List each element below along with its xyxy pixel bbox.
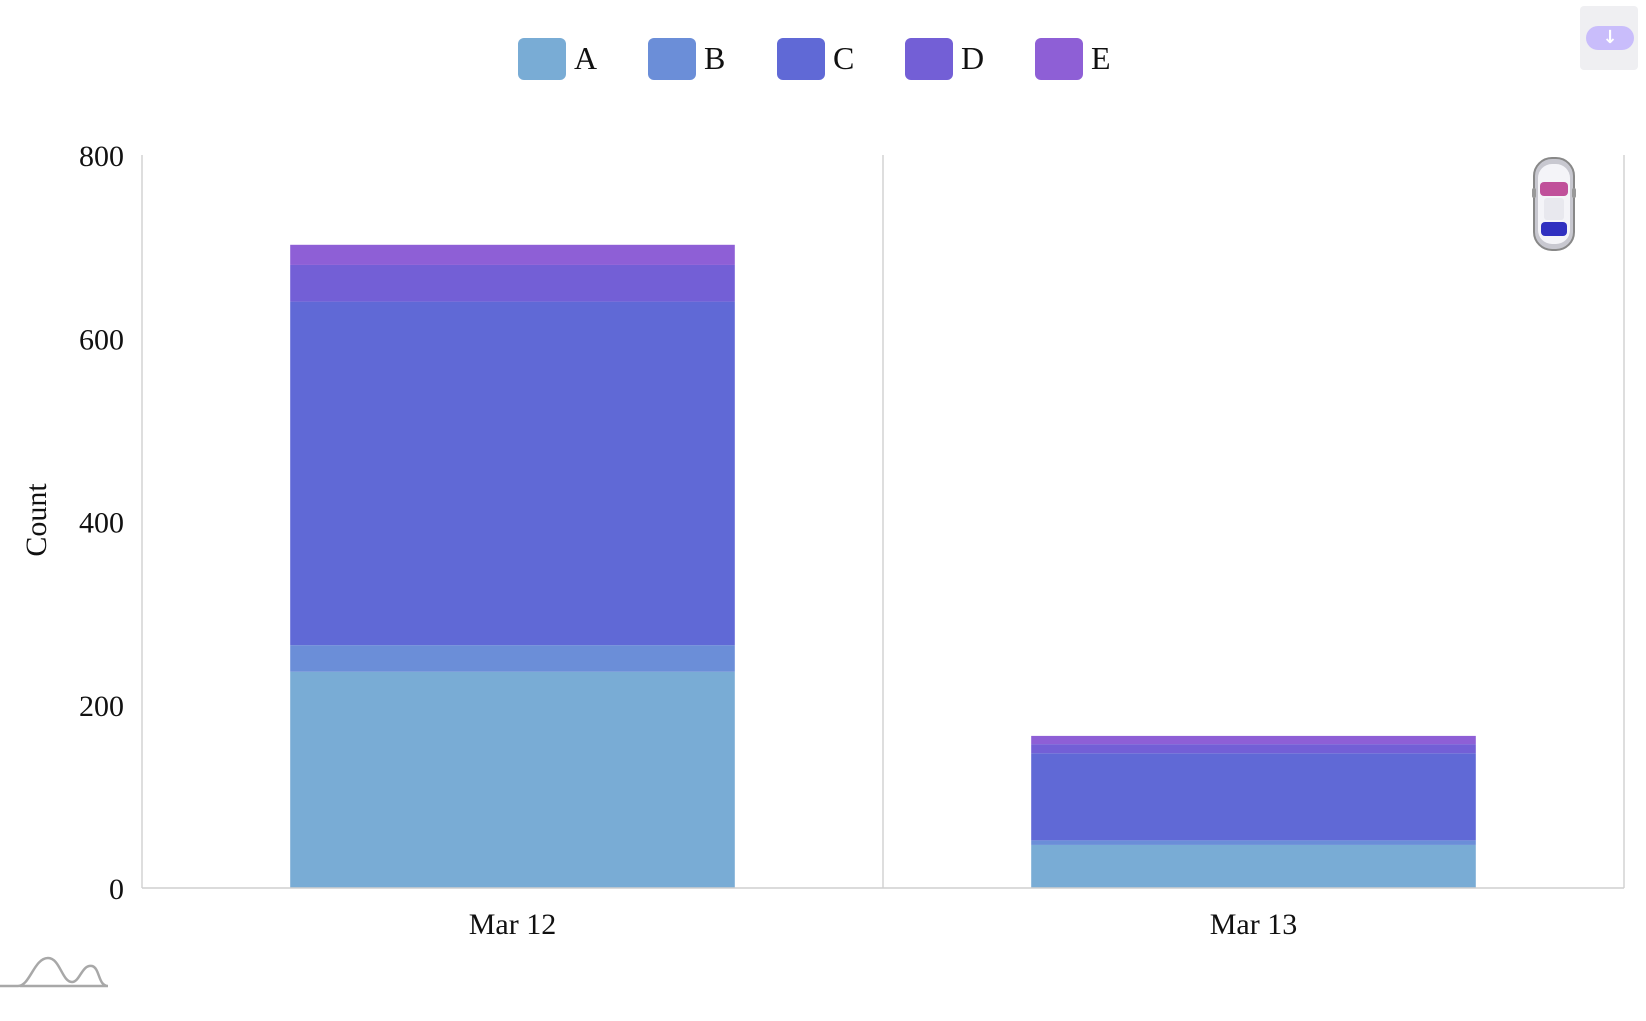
bar-d-mar-13[interactable] (1031, 744, 1476, 754)
legend-label-a[interactable]: A (574, 40, 597, 76)
legend-label-c[interactable]: C (833, 40, 854, 76)
legend-swatch-d[interactable] (905, 38, 953, 80)
legend-swatch-b[interactable] (648, 38, 696, 80)
y-axis-label: Count (20, 483, 53, 557)
bars (290, 244, 1476, 888)
y-tick-label: 0 (109, 873, 124, 906)
car-icon (1532, 157, 1576, 251)
download-pill (1586, 26, 1634, 50)
wave-logo-icon (0, 956, 109, 988)
bar-a-mar-12[interactable] (290, 671, 735, 888)
download-button[interactable]: ↓ (1580, 6, 1638, 70)
bar-c-mar-13[interactable] (1031, 753, 1476, 841)
y-tick-label: 200 (79, 690, 124, 723)
download-arrow-icon: ↓ (1602, 27, 1618, 48)
bar-c-mar-12[interactable] (290, 301, 735, 646)
legend-swatch-c[interactable] (777, 38, 825, 80)
legend: A B C D E (518, 38, 1111, 80)
y-tick-label: 400 (79, 507, 124, 540)
bar-b-mar-13[interactable] (1031, 840, 1476, 845)
x-ticks: Mar 12 Mar 13 (469, 908, 1297, 941)
y-tick-label: 600 (79, 323, 124, 356)
y-ticks: 0 200 400 600 800 (79, 140, 124, 906)
legend-swatch-a[interactable] (518, 38, 566, 80)
x-tick-label: Mar 12 (469, 908, 556, 941)
bar-d-mar-12[interactable] (290, 264, 735, 302)
bar-a-mar-13[interactable] (1031, 844, 1476, 888)
bar-e-mar-12[interactable] (290, 244, 735, 265)
legend-label-b[interactable]: B (704, 40, 725, 76)
bar-b-mar-12[interactable] (290, 645, 735, 672)
legend-label-e[interactable]: E (1091, 40, 1111, 76)
x-tick-label: Mar 13 (1210, 908, 1297, 941)
legend-label-d[interactable]: D (961, 40, 984, 76)
y-tick-label: 800 (79, 140, 124, 173)
legend-swatch-e[interactable] (1035, 38, 1083, 80)
category-dividers (141, 155, 1625, 888)
bar-e-mar-13[interactable] (1031, 735, 1476, 745)
